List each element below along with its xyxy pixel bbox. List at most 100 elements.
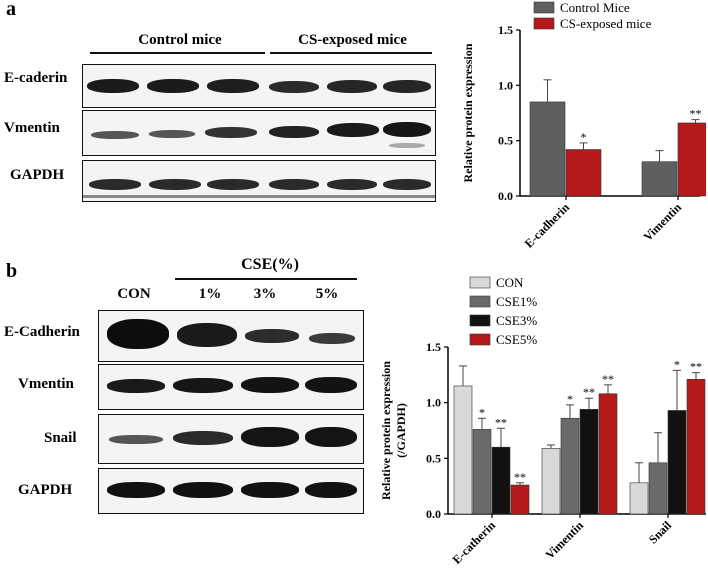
blot-b-snail: [98, 414, 364, 464]
band: [207, 79, 259, 93]
significance-mark: **: [514, 470, 526, 484]
bar: [629, 482, 649, 515]
band: [149, 130, 195, 138]
cse-header: CSE(%): [241, 256, 299, 273]
band: [383, 122, 431, 137]
legend-label: CSE3%: [496, 313, 537, 328]
band: [305, 377, 357, 393]
legend-swatch: [469, 276, 491, 289]
band: [269, 81, 319, 93]
significance-mark: **: [690, 107, 702, 121]
band: [87, 79, 139, 93]
band: [89, 179, 141, 190]
significance-mark: *: [581, 130, 587, 144]
legend-swatch: [533, 1, 555, 14]
lane-label-con: CON: [117, 286, 151, 302]
group-underline-control: [90, 52, 265, 54]
blot-b-vimentin: [98, 364, 364, 410]
group-underline-cs: [270, 52, 432, 54]
band: [205, 127, 257, 138]
legend-label: CSE5%: [496, 332, 537, 347]
y-tick-label: 0.5: [498, 134, 513, 148]
band: [327, 80, 377, 93]
group-label-control: Control mice: [138, 32, 222, 48]
y-tick-label: 0.0: [498, 189, 513, 203]
band: [327, 123, 379, 137]
band: [389, 143, 425, 148]
bar: [641, 161, 678, 197]
band: [107, 319, 169, 349]
blot-a-ecadherin: [82, 64, 436, 108]
band: [327, 179, 377, 190]
band: [147, 79, 199, 93]
blot-label-b-gapdh: GAPDH: [18, 482, 73, 498]
bar: [565, 149, 602, 197]
band: [109, 435, 163, 444]
band: [241, 427, 299, 447]
cse-underline: [175, 278, 357, 280]
legend-label: CS-exposed mice: [560, 16, 652, 31]
blot-label-ecadherin: E-caderin: [4, 70, 68, 86]
panel-a-letter: a: [6, 0, 16, 20]
bar: [598, 393, 618, 515]
legend-swatch: [469, 295, 491, 308]
bar: [560, 417, 580, 515]
blot-label-gapdh: GAPDH: [10, 167, 65, 183]
chart-b: 0.0 0.5 1.0 1.5 Relative protein expression(…: [379, 275, 706, 567]
band: [241, 482, 299, 498]
band: [241, 377, 299, 393]
bar: [579, 409, 599, 515]
y-tick-label: 1.5: [426, 340, 441, 354]
lane-label-5: 5%: [315, 286, 339, 302]
lane-label-1: 1%: [198, 286, 222, 302]
bar: [686, 378, 706, 515]
bar: [677, 122, 706, 197]
legend-swatch: [469, 314, 491, 327]
chart-a: 0.0 0.5 1.0 1.5 Relative protein expression *…: [461, 0, 706, 250]
band: [309, 333, 355, 344]
y-tick-label: 1.5: [498, 23, 513, 37]
band: [107, 482, 165, 498]
group-label-cs: CS-exposed mice: [298, 32, 407, 48]
significance-mark: *: [567, 392, 573, 406]
band: [305, 427, 357, 447]
legend-label: CON: [496, 275, 524, 290]
legend-swatch: [533, 17, 555, 30]
y-tick-label: 1.0: [426, 396, 441, 410]
blot-a-gapdh: [82, 160, 436, 202]
bar: [510, 484, 530, 515]
panel-b-letter: b: [6, 260, 18, 282]
band: [245, 329, 299, 343]
x-tick-label: Snail: [646, 518, 675, 547]
legend-swatch: [469, 333, 491, 346]
x-tick-label: E-catherin: [450, 518, 499, 567]
y-tick-label: 0.0: [426, 507, 441, 521]
band: [207, 179, 259, 190]
band: [269, 126, 319, 138]
bar: [472, 429, 492, 515]
bar: [453, 385, 473, 515]
blot-label-b-vimentin: Vmentin: [18, 376, 74, 392]
x-tick-label: E-cadherin: [522, 200, 573, 250]
y-axis-label: Relative protein expression: [461, 43, 475, 182]
band: [383, 179, 431, 190]
bar: [529, 101, 566, 197]
band: [107, 379, 165, 393]
band: [305, 482, 357, 498]
legend-label: CSE1%: [496, 294, 537, 309]
blot-b-gapdh: [98, 468, 364, 514]
band: [269, 179, 319, 190]
bar: [491, 446, 511, 515]
lane-label-3: 3%: [253, 286, 277, 302]
significance-mark: **: [602, 372, 614, 386]
y-tick-label: 1.0: [498, 78, 513, 92]
y-tick-label: 0.5: [426, 451, 441, 465]
band: [177, 323, 237, 347]
blot-label-b-snail: Snail: [44, 430, 77, 446]
blot-a-vimentin: [82, 110, 436, 156]
bar: [648, 462, 668, 515]
bar: [541, 448, 561, 515]
blot-label-vimentin: Vmentin: [4, 120, 60, 136]
legend-label: Control Mice: [560, 0, 630, 15]
